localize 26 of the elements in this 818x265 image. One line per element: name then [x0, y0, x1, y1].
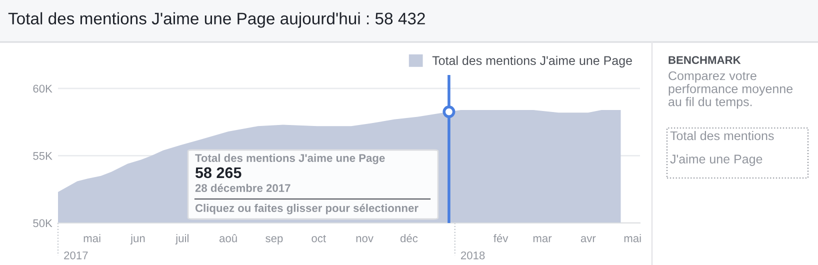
x-tick-label: oct	[312, 234, 326, 242]
annotation: Cliquez ou faites glisser pour sélectionner	[195, 204, 418, 214]
x-tick-label: mar	[533, 236, 552, 242]
text: Total des mentions J'aime une Page	[670, 131, 774, 166]
x-tick-label: juil	[175, 234, 188, 244]
y-tick-label: 50K	[33, 219, 52, 228]
annotation: 28 décembre 2017	[195, 184, 290, 192]
text: Comparez votre performance moyenne au fil du temps.	[668, 71, 793, 109]
chart-title: Total des mentions J'aime une Page aujourd'hui : 58 432	[8, 12, 425, 28]
x-tick-label: mai	[624, 234, 641, 242]
text: BENCHMARK	[668, 56, 741, 64]
x-tick-label: sep	[266, 236, 283, 244]
annotation: Total des mentions J'aime une Page	[195, 154, 385, 164]
x-tick-label: jun	[130, 234, 145, 244]
x-tick-label: avr	[580, 236, 596, 242]
x-tick-label: déc	[400, 234, 418, 242]
x-tick-label: fév	[494, 234, 508, 242]
annotation: 2017	[64, 251, 88, 260]
x-tick-label: nov	[356, 236, 374, 242]
x-tick-label: aoû	[220, 234, 237, 242]
x-tick-label: mai	[84, 234, 100, 242]
y-tick-label: 60K	[33, 84, 52, 93]
y-tick-label: 55K	[33, 152, 52, 160]
annotation: 2018	[461, 251, 485, 260]
legend-label: Total des mentions J'aime une Page	[432, 56, 632, 68]
annotation: 58 265	[195, 167, 242, 178]
